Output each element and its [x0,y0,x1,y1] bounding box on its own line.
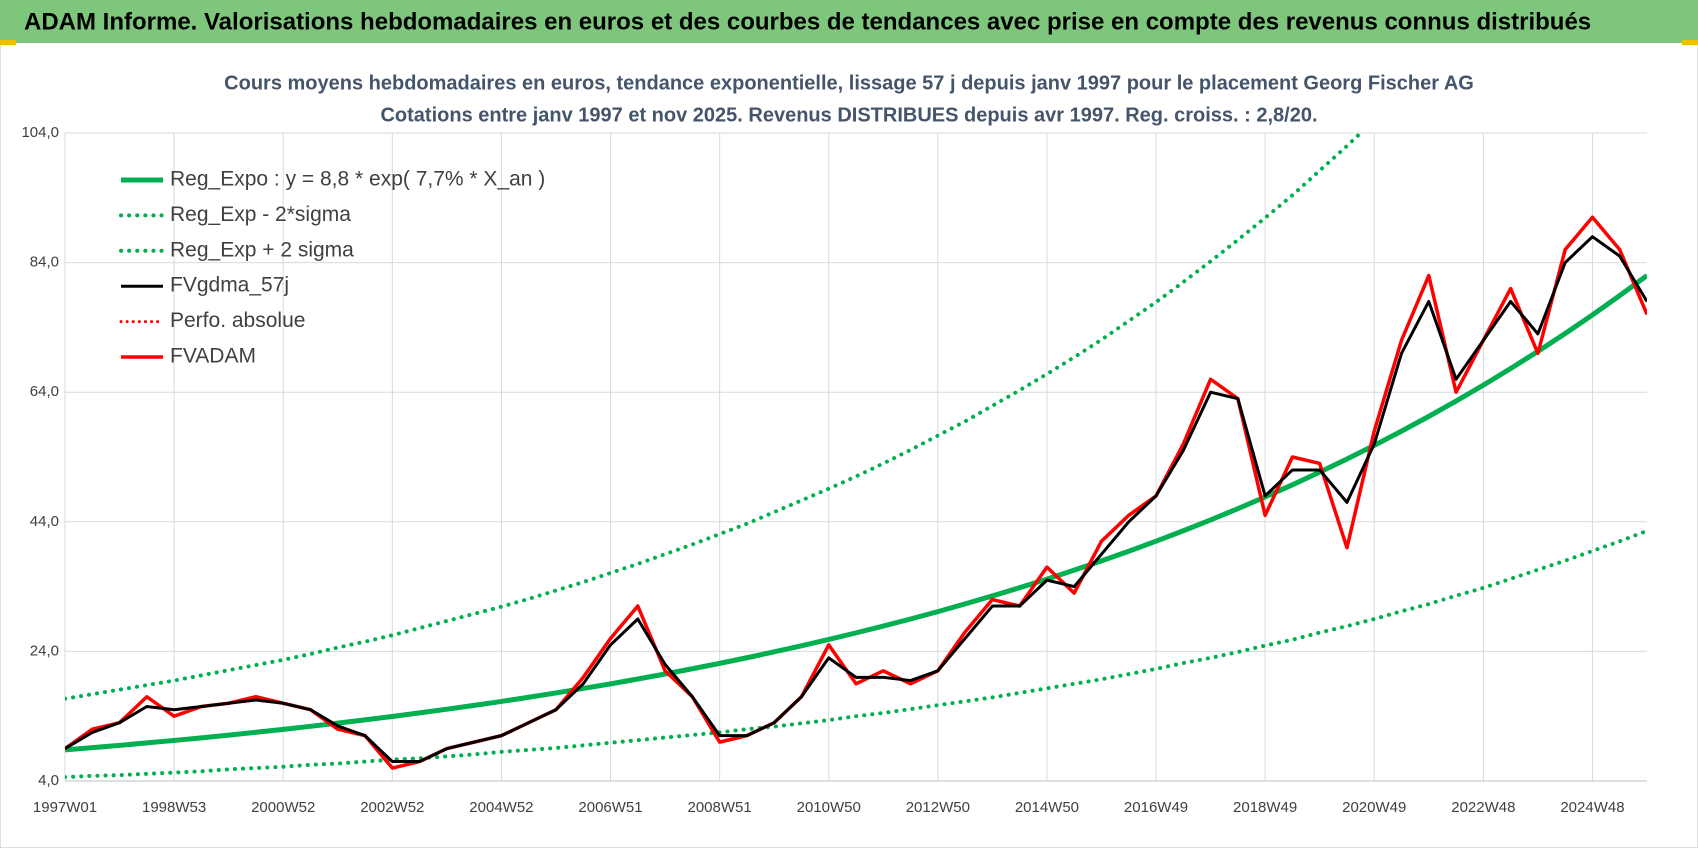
header-title: ADAM Informe. Valorisations hebdomadaire… [24,8,1591,35]
corner [0,40,16,45]
y-tick-label: 4,0 [38,772,59,789]
x-tick-label: 2008W51 [688,799,752,816]
x-tick-label: 2012W50 [906,799,970,816]
header-bar [0,0,1698,43]
plot-area [65,133,1647,780]
legend-label: Perfo. absolue [170,309,305,332]
y-tick-label: 64,0 [30,383,59,400]
y-tick-label: 44,0 [30,513,59,530]
x-tick-label: 1998W53 [142,799,206,816]
grid: 4,0 24,0 44,0 64,0 84,0 104,0 1997W01 1998W53 20… [21,124,1647,816]
x-tick-label: 2010W50 [797,799,861,816]
x-tick-label: 2006W51 [578,799,642,816]
legend-label: FVADAM [170,345,256,368]
legend-label: Reg_Exp + 2 sigma [170,238,354,261]
x-tick-label: 2016W49 [1124,799,1188,816]
y-tick-label: 84,0 [30,254,59,271]
x-tick-label: 2020W49 [1342,799,1406,816]
legend-label: Reg_Expo : y = 8,8 * exp( 7,7% * X_an ) [170,168,545,191]
legend: Reg_Expo : y = 8,8 * exp( 7,7% * X_an ) R… [119,168,545,368]
corner [1682,40,1698,45]
y-tick-label: 104,0 [21,124,59,141]
series-line [65,528,1647,780]
x-tick-label: 2024W48 [1560,799,1624,816]
x-tick-label: 2004W52 [469,799,533,816]
x-tick-label: 2000W52 [251,799,315,816]
legend-label: Reg_Exp - 2*sigma [170,203,351,226]
legend-label: FVgdma_57j [170,274,289,297]
x-tick-label: 2018W49 [1233,799,1297,816]
x-tick-label: 2022W48 [1451,799,1515,816]
series-line [65,215,1647,770]
x-tick-label: 1997W01 [33,799,97,816]
chart-title: Cours moyens hebdomadaires en euros, ten… [224,72,1474,94]
series-line [65,235,1647,764]
y-tick-label: 24,0 [30,642,59,659]
x-tick-label: 2014W50 [1015,799,1079,816]
chart-subtitle: Cotations entre janv 1997 et nov 2025. R… [380,104,1317,126]
x-tick-label: 2002W52 [360,799,424,816]
series-line [65,133,1364,701]
